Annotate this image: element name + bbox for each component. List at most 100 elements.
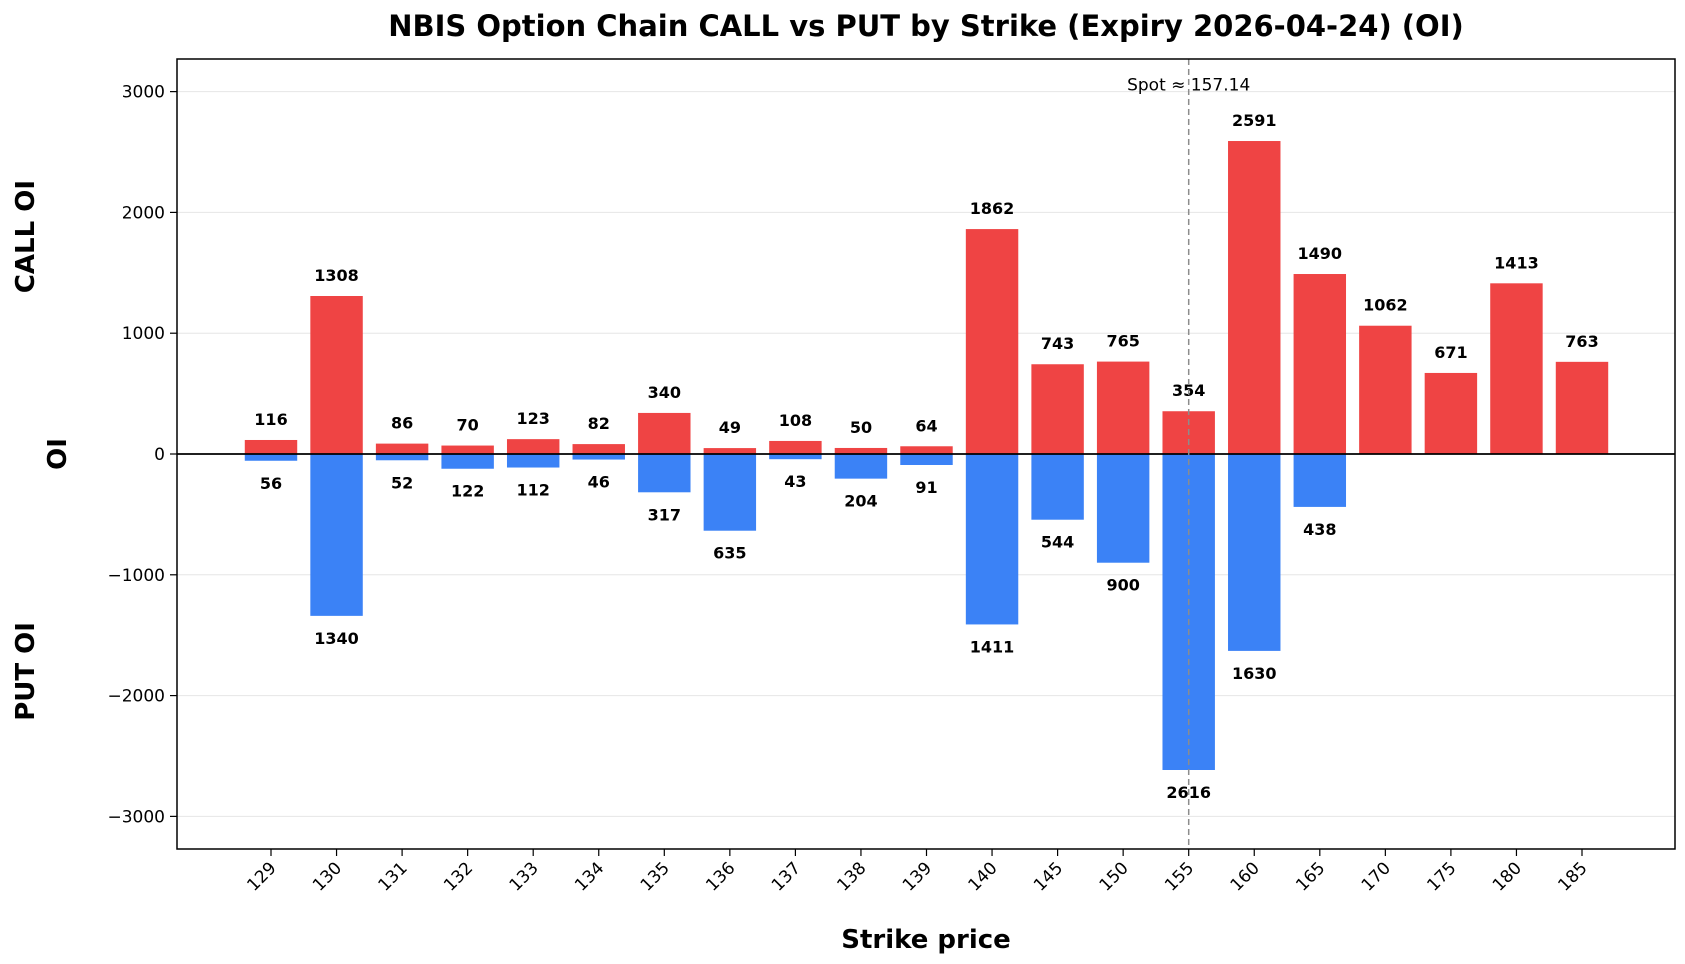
put-bar	[1293, 454, 1347, 507]
put-bar	[1096, 454, 1150, 563]
call-value-label: 1490	[1298, 244, 1343, 263]
y-tick-label: −3000	[107, 807, 165, 827]
put-bar	[310, 454, 363, 616]
bars	[244, 141, 1609, 770]
x-tick-label: 136	[702, 858, 739, 895]
put-bar	[572, 454, 625, 460]
call-value-label: 82	[588, 414, 610, 433]
call-bar	[375, 443, 429, 454]
put-bar	[1031, 454, 1084, 520]
x-tick-label: 129	[243, 858, 280, 895]
call-value-label: 50	[850, 418, 872, 437]
call-bar	[1359, 325, 1412, 454]
call-value-label: 1413	[1494, 253, 1539, 272]
call-bar	[506, 439, 560, 454]
x-tick-label: 138	[833, 858, 870, 895]
x-tick-label: 145	[1030, 858, 1067, 895]
call-bar	[1424, 372, 1478, 454]
y-axis-label: OI	[43, 438, 73, 470]
call-bar	[310, 296, 363, 454]
put-value-label: 317	[648, 505, 681, 524]
put-value-label: 1630	[1232, 664, 1277, 683]
x-tick-label: 133	[506, 858, 543, 895]
y-tick-label: −2000	[107, 687, 165, 707]
put-bar	[638, 454, 691, 493]
y-tick-label: 3000	[122, 83, 165, 103]
put-value-label: 52	[391, 473, 413, 492]
call-value-label: 1308	[314, 266, 359, 285]
put-bar	[375, 454, 429, 461]
call-value-label: 108	[779, 411, 812, 430]
x-tick-label: 165	[1292, 858, 1329, 895]
chart-title: NBIS Option Chain CALL vs PUT by Strike …	[388, 9, 1464, 43]
x-tick-label: 130	[309, 858, 346, 895]
x-tick-label: 170	[1358, 858, 1395, 895]
put-bar	[1228, 454, 1281, 651]
put-value-label: 1340	[314, 629, 359, 648]
call-value-label: 340	[648, 383, 681, 402]
call-value-label: 86	[391, 414, 413, 433]
put-value-label: 112	[516, 481, 549, 500]
put-bar	[965, 454, 1019, 625]
y-tick-label: 2000	[122, 203, 165, 223]
x-tick-label: 131	[375, 858, 412, 895]
call-bar	[1293, 274, 1347, 454]
y-tick-label: 0	[154, 445, 165, 465]
call-bar	[900, 446, 953, 454]
put-value-label: 900	[1106, 576, 1139, 595]
call-bar	[703, 448, 757, 454]
y-tick-label: 1000	[122, 324, 165, 344]
put-oi-label: PUT OI	[11, 622, 41, 721]
data-labels: 116 56 1308 1340 86 52 70 122 123 112 82 46 340 317 49…	[254, 111, 1598, 802]
put-value-label: 56	[260, 474, 282, 493]
x-tick-label: 137	[768, 858, 805, 895]
x-tick-label: 175	[1423, 858, 1460, 895]
x-tick-label: 134	[571, 858, 608, 895]
x-tick-label: 140	[964, 858, 1001, 895]
x-tick-label: 155	[1161, 858, 1198, 895]
put-value-label: 43	[784, 472, 806, 491]
put-value-label: 635	[713, 544, 746, 563]
call-bar	[769, 440, 822, 454]
call-bar	[441, 445, 494, 454]
x-tick-label: 185	[1554, 858, 1591, 895]
call-bar	[1490, 283, 1543, 454]
put-value-label: 46	[588, 473, 610, 492]
put-bar	[506, 454, 560, 468]
put-bar	[769, 454, 822, 460]
call-value-label: 70	[457, 416, 479, 435]
spot-label: Spot ≈ 157.14	[1127, 76, 1250, 96]
call-value-label: 765	[1106, 332, 1139, 351]
call-bar	[244, 439, 298, 454]
y-tick-label: −1000	[107, 566, 165, 586]
call-value-label: 64	[915, 416, 937, 435]
call-value-label: 2591	[1232, 111, 1277, 130]
x-tick-label: 150	[1096, 858, 1133, 895]
put-value-label: 204	[844, 492, 877, 511]
call-value-label: 743	[1041, 334, 1074, 353]
put-value-label: 91	[915, 478, 937, 497]
put-value-label: 122	[451, 482, 484, 501]
x-tick-label: 135	[637, 858, 674, 895]
call-value-label: 671	[1434, 343, 1467, 362]
call-bar	[572, 444, 625, 454]
x-tick-label: 139	[899, 858, 936, 895]
call-bar	[1096, 361, 1150, 454]
put-value-label: 1411	[970, 637, 1015, 656]
put-bar	[703, 454, 757, 531]
x-tick-label: 180	[1489, 858, 1526, 895]
x-tick-label: 132	[440, 858, 477, 895]
call-bar	[1031, 364, 1084, 454]
put-value-label: 438	[1303, 520, 1336, 539]
put-bar	[441, 454, 494, 469]
plot-frame	[176, 58, 1676, 850]
call-oi-label: CALL OI	[11, 180, 41, 293]
call-bar	[1228, 141, 1281, 454]
put-bar	[834, 454, 888, 479]
call-bar	[638, 412, 691, 454]
call-value-label: 1062	[1363, 296, 1408, 315]
call-bar	[1555, 361, 1609, 454]
call-value-label: 763	[1565, 332, 1598, 351]
